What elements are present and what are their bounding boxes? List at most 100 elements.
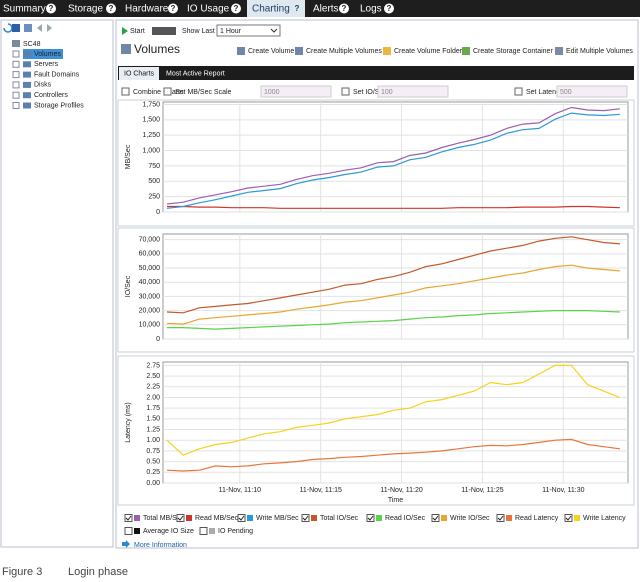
action-button[interactable]: Create Storage Container (473, 48, 553, 55)
tree-icon (23, 92, 31, 99)
legend-checkbox[interactable] (564, 514, 573, 522)
nav-bar (0, 0, 640, 17)
legend-checkbox[interactable] (366, 514, 375, 522)
start-button[interactable]: Start (130, 28, 145, 35)
tree-item[interactable]: Controllers (34, 92, 68, 99)
tree-expander[interactable] (12, 50, 20, 58)
tree-item[interactable]: Volumes (34, 51, 61, 58)
checkbox[interactable] (341, 87, 350, 96)
show-last-label: Show Last (182, 28, 215, 35)
checkbox[interactable] (163, 87, 172, 96)
start-icon[interactable] (122, 27, 128, 35)
scale-input[interactable] (556, 85, 628, 98)
more-information-link[interactable]: More Information (134, 542, 187, 549)
tree-expander[interactable] (12, 60, 20, 68)
help-mark[interactable]: ? (109, 4, 114, 13)
combine-label[interactable]: Combine Charts (133, 89, 184, 96)
scale-input[interactable] (377, 85, 449, 98)
nav-tab[interactable]: Hardware (125, 4, 169, 15)
legend-entry[interactable]: Write Latency (583, 515, 626, 522)
back-icon[interactable] (37, 24, 42, 32)
series-line (166, 236, 620, 314)
tree-item[interactable]: Storage Profiles (34, 102, 84, 109)
legend-checkbox[interactable] (431, 514, 440, 522)
y-tick-label: 2.25 (146, 384, 160, 391)
legend-entry[interactable]: Total IO/Sec (320, 515, 359, 522)
legend-checkbox[interactable] (124, 514, 133, 522)
legend-entry[interactable]: Read MB/Sec (195, 515, 239, 522)
x-tick-label: 11-Nov, 11:30 (542, 487, 585, 494)
tree-expander[interactable] (12, 71, 20, 79)
range-select[interactable] (216, 24, 281, 37)
refresh-icon[interactable] (3, 23, 13, 33)
tree-item[interactable]: Servers (34, 61, 59, 68)
scale-label[interactable]: Set MB/Sec Scale (175, 89, 232, 96)
series-line (167, 310, 620, 330)
scale-value[interactable]: 500 (560, 89, 572, 96)
tab[interactable]: IO Charts (124, 70, 154, 77)
legend-entry[interactable]: Read IO/Sec (385, 515, 426, 522)
help-mark[interactable]: ? (295, 4, 300, 13)
tree-expander[interactable] (12, 91, 20, 99)
tree-item[interactable]: Disks (34, 82, 52, 89)
help-icon[interactable] (106, 3, 116, 14)
scale-value[interactable]: 100 (381, 89, 393, 96)
nav-tab[interactable]: Charting (252, 4, 290, 15)
help-mark[interactable]: ? (342, 4, 347, 13)
save-icon[interactable] (12, 24, 20, 32)
tree-expander[interactable] (12, 102, 20, 109)
legend-checkbox[interactable] (176, 514, 185, 522)
help-icon[interactable] (168, 3, 178, 14)
legend-entry[interactable]: Total MB/Sec (143, 515, 185, 522)
x-tick-label: 11-Nov, 11:25 (461, 487, 504, 494)
help-icon[interactable] (46, 3, 56, 14)
legend-entry[interactable]: Write IO/Sec (450, 515, 490, 522)
y-tick-label: 1,750 (142, 101, 160, 108)
action-button[interactable]: Create Volume (248, 48, 294, 55)
tree-root[interactable]: SC48 (23, 41, 41, 48)
action-icon (555, 47, 563, 55)
legend-checkbox[interactable] (199, 527, 208, 535)
help-icon[interactable] (384, 3, 394, 14)
y-tick-label: 0.75 (146, 448, 160, 455)
nav-tab[interactable]: Summary (3, 4, 46, 15)
help-mark[interactable]: ? (234, 4, 239, 13)
legend-checkbox[interactable] (301, 514, 310, 522)
tree-expander[interactable] (12, 81, 20, 89)
checkbox[interactable] (121, 87, 130, 96)
help-mark[interactable]: ? (387, 4, 392, 13)
nav-tab[interactable]: Storage (68, 4, 103, 15)
legend-entry[interactable]: Read Latency (515, 515, 559, 522)
legend-extra[interactable]: Average IO Size (143, 528, 194, 535)
nav-tab[interactable]: Alerts (313, 4, 339, 15)
tree-panel (0, 19, 114, 548)
action-button[interactable]: Create Multiple Volumes (306, 48, 382, 55)
tree-icon (23, 81, 31, 88)
action-button[interactable]: Create Volume Folder (394, 48, 463, 55)
action-button[interactable]: Edit Multiple Volumes (566, 48, 633, 55)
help-mark[interactable]: ? (49, 4, 54, 13)
series-line (166, 106, 620, 205)
scale-input[interactable] (260, 85, 332, 98)
forward-icon[interactable] (47, 24, 52, 32)
tree-icon (23, 102, 31, 109)
legend-checkbox[interactable] (124, 527, 133, 535)
help-icon[interactable] (231, 3, 241, 14)
tree-item[interactable]: Fault Domains (34, 71, 80, 78)
grid-icon[interactable] (24, 24, 32, 32)
range-value[interactable]: 1 Hour (220, 28, 242, 35)
legend-checkbox[interactable] (496, 514, 505, 522)
tab[interactable]: Most Active Report (166, 70, 225, 77)
legend-entry[interactable]: Write MB/Sec (256, 515, 299, 522)
nav-tab[interactable]: Logs (360, 4, 382, 15)
help-icon[interactable] (339, 3, 349, 14)
checkbox[interactable] (514, 87, 523, 96)
legend-extra[interactable]: IO Pending (218, 528, 253, 535)
help-mark[interactable]: ? (171, 4, 176, 13)
scale-value[interactable]: 1000 (264, 89, 280, 96)
action-icon (462, 47, 470, 55)
nav-tab[interactable]: IO Usage (187, 4, 230, 15)
legend-checkbox[interactable] (237, 514, 246, 522)
scale-label[interactable]: Set Latency Scale (526, 89, 583, 96)
